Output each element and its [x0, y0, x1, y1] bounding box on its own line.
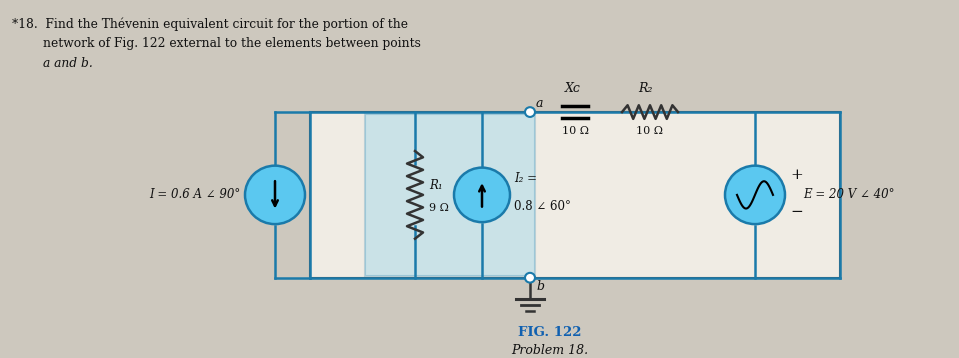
- Text: I₂ =: I₂ =: [514, 172, 537, 185]
- Text: 9 Ω: 9 Ω: [429, 203, 449, 213]
- Text: I = 0.6 A ∠ 90°: I = 0.6 A ∠ 90°: [149, 188, 240, 202]
- Text: a and b.: a and b.: [12, 57, 93, 69]
- Circle shape: [245, 166, 305, 224]
- Text: R₁: R₁: [429, 179, 443, 192]
- Circle shape: [725, 166, 785, 224]
- Circle shape: [525, 273, 535, 282]
- Text: 10 Ω: 10 Ω: [562, 126, 589, 136]
- Text: 10 Ω: 10 Ω: [637, 126, 664, 136]
- Text: Xᴄ: Xᴄ: [565, 82, 581, 95]
- Bar: [310, 112, 840, 278]
- Text: FIG. 122: FIG. 122: [518, 326, 582, 339]
- Text: b: b: [536, 280, 544, 292]
- Text: R₂: R₂: [638, 82, 652, 95]
- Text: E = 20 V ∠ 40°: E = 20 V ∠ 40°: [803, 188, 895, 202]
- Text: a: a: [536, 97, 544, 110]
- Text: network of Fig. 122 external to the elements between points: network of Fig. 122 external to the elem…: [12, 37, 421, 50]
- Text: −: −: [790, 205, 803, 219]
- Bar: [365, 114, 535, 276]
- Text: +: +: [790, 168, 803, 182]
- Text: Problem 18.: Problem 18.: [511, 344, 589, 357]
- Circle shape: [525, 107, 535, 117]
- Text: 0.8 ∠ 60°: 0.8 ∠ 60°: [514, 200, 571, 213]
- Circle shape: [454, 168, 510, 222]
- Text: *18.  Find the Thévenin equivalent circuit for the portion of the: *18. Find the Thévenin equivalent circui…: [12, 18, 408, 31]
